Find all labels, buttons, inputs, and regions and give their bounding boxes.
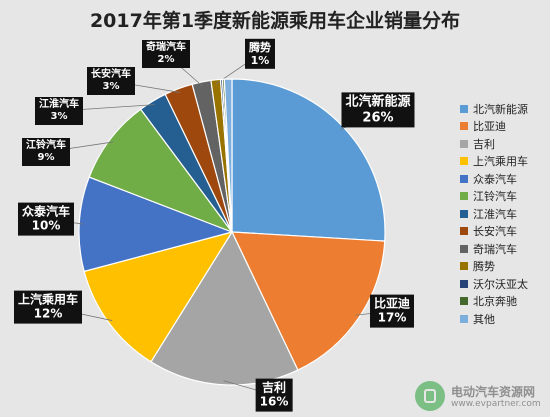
slice-label-value: 3%: [102, 81, 120, 92]
legend-label: 北京奔驰: [473, 295, 517, 309]
legend-item: 江淮汽车: [460, 205, 528, 223]
watermark-name: 电动汽车资源网: [451, 385, 536, 399]
pie-slice: [231, 231, 386, 371]
legend-item: 比亚迪: [460, 118, 528, 136]
slice-label-value: 2%: [157, 54, 175, 65]
pie-slice: [150, 230, 299, 386]
slice-label: 奇瑞汽车 2%: [142, 40, 190, 68]
legend-label: 众泰汽车: [473, 172, 517, 186]
legend-label: 比亚迪: [473, 120, 506, 134]
legend-swatch: [460, 157, 468, 166]
legend-swatch: [460, 122, 468, 131]
slice-label-value: 17%: [377, 311, 407, 325]
legend-label: 江铃汽车: [473, 190, 517, 204]
watermark: 电动汽车资源网 www.evpartner.com: [415, 380, 550, 414]
legend-swatch: [460, 244, 468, 253]
slice-label-name: 奇瑞汽车: [146, 42, 186, 53]
legend-label: 长安汽车: [473, 225, 517, 239]
slice-label: 吉利 16%: [255, 378, 293, 412]
pie-slice: [88, 108, 234, 234]
legend-label: 奇瑞汽车: [473, 242, 517, 256]
legend-swatch: [460, 104, 468, 113]
slice-label: 江铃汽车 9%: [22, 138, 70, 166]
legend-item: 上汽乘用车: [460, 153, 528, 171]
pie-slice: [83, 231, 234, 363]
slice-label: 腾势 1%: [245, 38, 275, 70]
ev-plug-icon: [415, 381, 445, 411]
legend-label: 江淮汽车: [473, 207, 517, 221]
legend-swatch: [460, 209, 468, 218]
slice-label: 江淮汽车 3%: [35, 97, 83, 125]
legend-label: 其他: [473, 312, 495, 326]
legend-item: 吉利: [460, 135, 528, 153]
pie-slice: [223, 78, 233, 233]
slice-label: 上汽乘用车 12%: [13, 290, 83, 324]
slice-label-name: 上汽乘用车: [17, 292, 79, 307]
legend-swatch: [460, 227, 468, 236]
legend-item: 江铃汽车: [460, 188, 528, 206]
legend-swatch: [460, 297, 468, 306]
slice-label-value: 3%: [50, 111, 68, 122]
slice-label-name: 长安汽车: [91, 69, 131, 80]
legend-swatch: [460, 192, 468, 201]
slice-label: 长安汽车 3%: [87, 67, 135, 95]
legend-label: 吉利: [473, 137, 495, 151]
slice-label-value: 12%: [33, 307, 63, 321]
legend-item: 腾势: [460, 258, 528, 276]
slice-label: 比亚迪 17%: [369, 294, 415, 328]
chart-title: 2017年第1季度新能源乘用车企业销量分布: [89, 10, 461, 32]
legend: 北汽新能源比亚迪吉利上汽乘用车众泰汽车江铃汽车江淮汽车长安汽车奇瑞汽车腾势沃尔沃…: [460, 100, 528, 328]
legend-item: 北汽新能源: [460, 100, 528, 118]
legend-item: 沃尔沃亚太: [460, 275, 528, 293]
slice-label-name: 腾势: [249, 40, 271, 54]
legend-item: 长安汽车: [460, 223, 528, 241]
legend-label: 上汽乘用车: [473, 155, 528, 169]
legend-item: 北京奔驰: [460, 293, 528, 311]
slice-label-name: 江铃汽车: [26, 140, 66, 151]
slice-label-value: 16%: [259, 395, 289, 409]
slice-label-value: 10%: [31, 219, 61, 233]
slice-label: 北汽新能源 26%: [341, 92, 415, 128]
legend-swatch: [460, 262, 468, 271]
legend-item: 其他: [460, 310, 528, 328]
legend-item: 众泰汽车: [460, 170, 528, 188]
legend-label: 北汽新能源: [473, 102, 528, 116]
legend-label: 沃尔沃亚太: [473, 277, 528, 291]
slice-label-value: 9%: [37, 152, 55, 163]
slice-label-value: 26%: [362, 110, 394, 125]
legend-swatch: [460, 279, 468, 288]
slice-label-value: 1%: [250, 54, 270, 67]
legend-item: 奇瑞汽车: [460, 240, 528, 258]
legend-swatch: [460, 314, 468, 323]
legend-swatch: [460, 174, 468, 183]
legend-label: 腾势: [473, 260, 495, 274]
slice-label-name: 吉利: [261, 380, 287, 395]
slice-label: 众泰汽车 10%: [17, 202, 75, 236]
watermark-url: www.evpartner.com: [451, 399, 541, 409]
legend-swatch: [460, 139, 468, 148]
slice-label-name: 北汽新能源: [345, 94, 411, 110]
slice-label-name: 江淮汽车: [39, 99, 79, 110]
slice-label-name: 众泰汽车: [21, 204, 71, 219]
slice-label-name: 比亚迪: [373, 296, 411, 311]
